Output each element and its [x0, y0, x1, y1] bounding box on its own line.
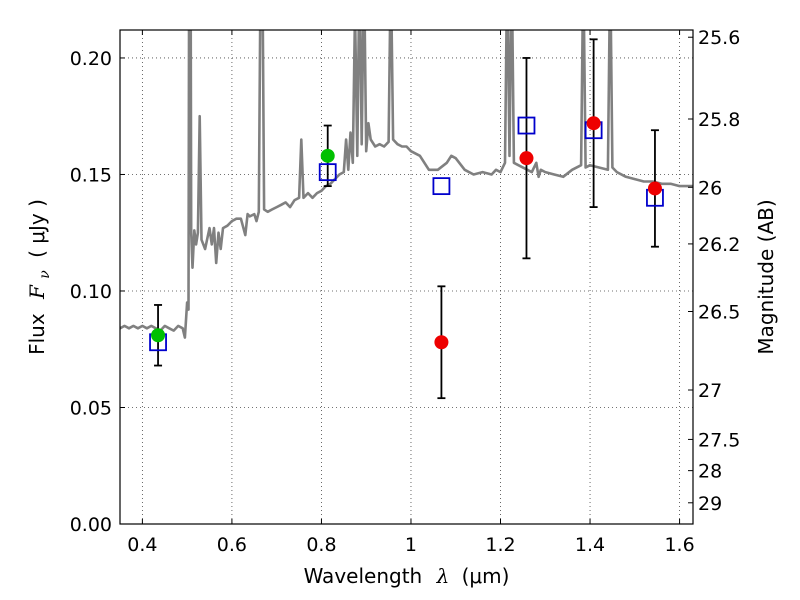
right-y-axis-label: Magnitude (AB) [754, 199, 778, 354]
model-point [432, 177, 451, 196]
y-tick-label: 0.00 [70, 514, 112, 536]
y-tick-label: 0.20 [70, 48, 112, 70]
mag-tick-label: 25.6 [698, 27, 740, 49]
mag-tick-label: 26 [698, 177, 722, 199]
observed-point-green [151, 328, 166, 343]
observed-point-red [647, 181, 662, 196]
mag-tick-label: 26.2 [698, 234, 740, 256]
mag-tick-label: 25.8 [698, 109, 740, 131]
x-tick-label: 1.6 [664, 534, 694, 556]
x-tick-label: 1.4 [575, 534, 605, 556]
x-tick-label: 0.6 [217, 534, 247, 556]
plot-frame [119, 29, 694, 525]
errorbars [154, 38, 659, 400]
grid-lines [120, 30, 693, 525]
axis-labels: Wavelength λ (μm) Flux F ν ( μJy ) Magni… [25, 199, 778, 588]
mag-tick-label: 29 [698, 493, 722, 515]
model-point [517, 116, 536, 135]
mag-tick-label: 26.5 [698, 301, 740, 323]
y-tick-label: 0.10 [70, 281, 112, 303]
axis-ticks: 0.4 0.6 0.8 1 1.2 1.4 1.6 0.00 0.05 0.10 0.15 0.20 2… [70, 27, 741, 556]
observed-point-red [434, 335, 449, 350]
y-axis-label: Flux F ν ( μJy ) [25, 199, 54, 355]
spectrum-line [120, 30, 693, 339]
spectrum-series [120, 30, 693, 339]
mag-tick-label: 27.5 [698, 429, 740, 451]
observed-points [151, 116, 662, 350]
x-tick-label: 0.4 [127, 534, 157, 556]
x-tick-label: 0.8 [306, 534, 336, 556]
model-point [318, 163, 337, 182]
x-tick-label: 1.2 [485, 534, 515, 556]
y-tick-label: 0.15 [70, 164, 112, 186]
observed-point-red [519, 151, 534, 166]
mag-tick-label: 28 [698, 461, 722, 483]
observed-point-green [320, 148, 335, 163]
x-tick-label: 1 [405, 534, 417, 556]
x-axis-label: Wavelength λ (μm) [304, 564, 510, 588]
mag-tick-label: 27 [698, 380, 722, 402]
y-tick-label: 0.05 [70, 397, 112, 419]
observed-point-red [586, 116, 601, 131]
